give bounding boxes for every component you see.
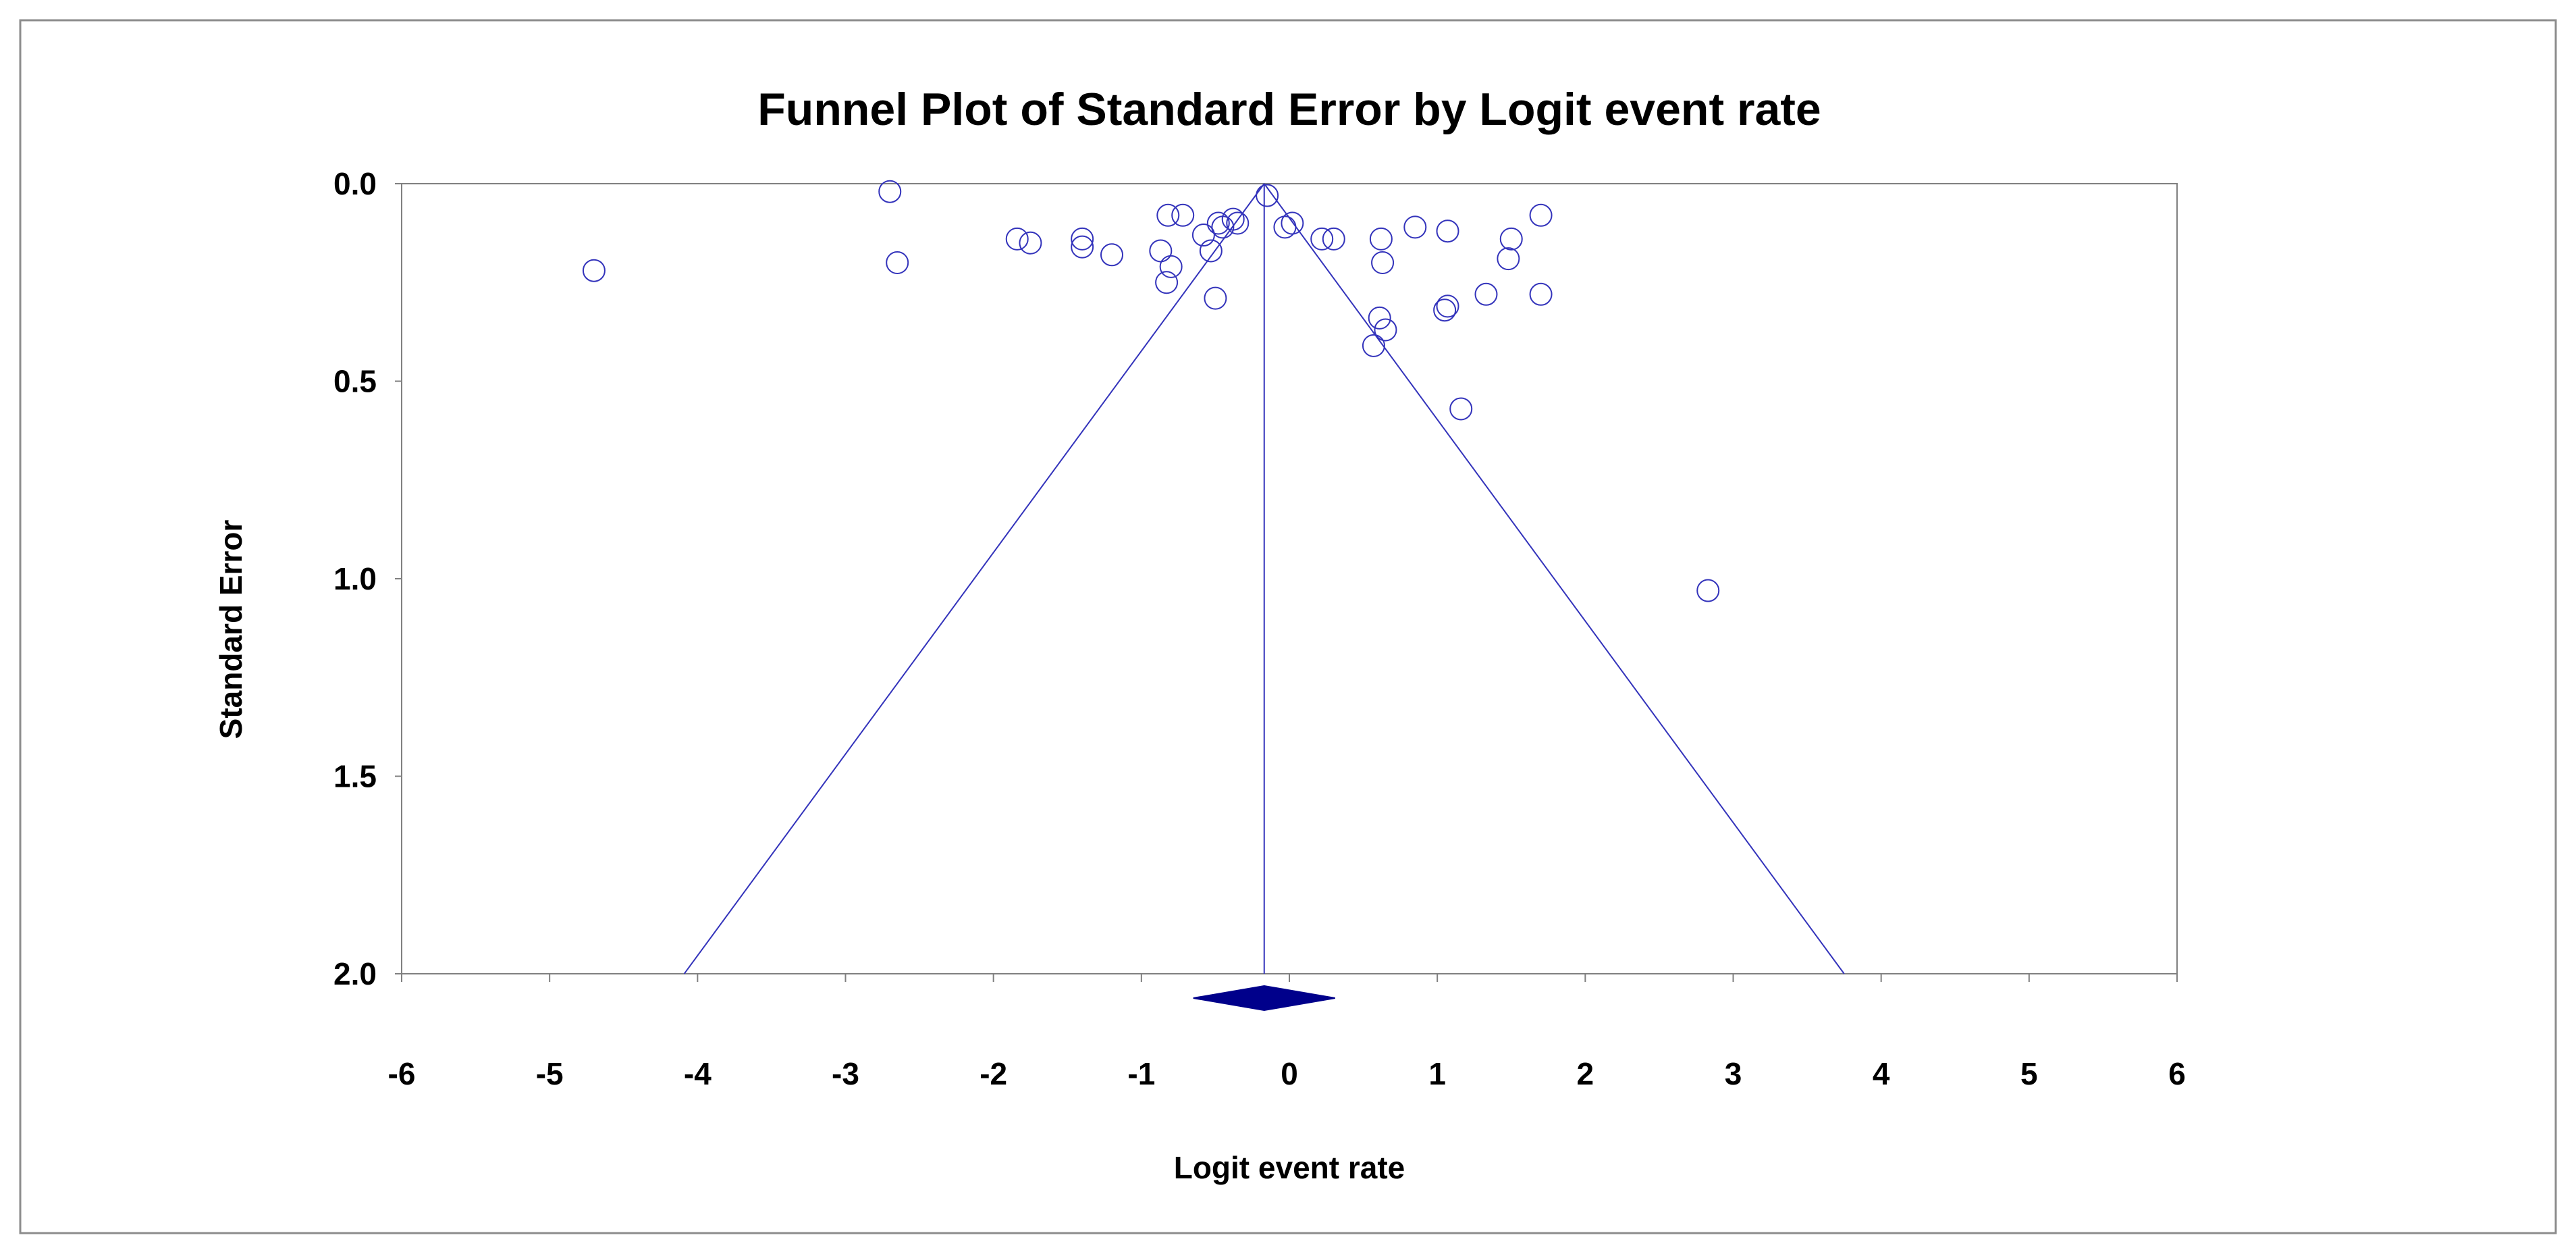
study-point bbox=[1149, 239, 1173, 263]
study-point bbox=[1071, 227, 1094, 251]
x-tick-label: -5 bbox=[536, 1056, 564, 1091]
x-tick-label: 6 bbox=[2168, 1056, 2186, 1091]
study-point bbox=[1433, 298, 1457, 322]
study-point bbox=[1071, 235, 1094, 259]
study-point bbox=[1171, 203, 1195, 227]
y-tick-label: 1.0 bbox=[333, 561, 377, 596]
study-point bbox=[1529, 203, 1553, 227]
study-point bbox=[1310, 227, 1334, 251]
summary-diamond-shape bbox=[1193, 985, 1335, 1012]
study-point bbox=[1371, 251, 1395, 274]
study-point bbox=[1362, 334, 1385, 357]
y-tick-label: 0.5 bbox=[333, 364, 377, 399]
study-point bbox=[1474, 282, 1498, 306]
study-point bbox=[1273, 215, 1297, 239]
study-point bbox=[1436, 219, 1459, 243]
study-point bbox=[1696, 579, 1720, 602]
study-point bbox=[886, 251, 909, 274]
study-point bbox=[1529, 282, 1553, 306]
outer-frame bbox=[19, 19, 2557, 1234]
x-axis-label: Logit event rate bbox=[1174, 1150, 1405, 1185]
x-tick-label: -3 bbox=[832, 1056, 859, 1091]
x-tick-label: 0 bbox=[1281, 1056, 1298, 1091]
x-tick-label: -6 bbox=[388, 1056, 416, 1091]
y-tick-label: 0.0 bbox=[333, 166, 377, 201]
chart-title: Funnel Plot of Standard Error by Logit e… bbox=[757, 84, 1821, 135]
study-point bbox=[1322, 227, 1345, 251]
study-point bbox=[878, 180, 902, 203]
x-axis: -6 -5 -4 -3 -2 -1 0 1 2 3 4 5 6 bbox=[388, 974, 2186, 1091]
x-tick-label: -4 bbox=[684, 1056, 712, 1091]
study-point bbox=[582, 259, 606, 282]
y-axis: 0.0 0.5 1.0 1.5 2.0 bbox=[333, 166, 402, 991]
study-point bbox=[1499, 227, 1523, 251]
study-point bbox=[1497, 247, 1520, 271]
x-tick-label: -1 bbox=[1127, 1056, 1155, 1091]
y-tick-label: 1.5 bbox=[333, 759, 377, 794]
study-point bbox=[1403, 215, 1427, 239]
x-tick-label: 1 bbox=[1428, 1056, 1446, 1091]
study-point bbox=[1449, 397, 1473, 421]
x-tick-label: 2 bbox=[1577, 1056, 1594, 1091]
study-point bbox=[1204, 286, 1227, 310]
data-points bbox=[582, 180, 1720, 602]
study-point bbox=[1199, 239, 1223, 263]
study-point bbox=[1281, 211, 1304, 235]
x-tick-label: -2 bbox=[980, 1056, 1007, 1091]
study-point bbox=[1191, 224, 1215, 247]
study-point bbox=[1100, 243, 1123, 267]
summary-diamond bbox=[1193, 985, 1335, 1012]
study-point bbox=[1436, 294, 1459, 318]
study-point bbox=[1221, 207, 1245, 231]
y-axis-label: Standard Error bbox=[213, 520, 248, 739]
study-point bbox=[1256, 184, 1279, 207]
x-tick-label: 5 bbox=[2020, 1056, 2038, 1091]
study-point bbox=[1206, 211, 1230, 235]
y-tick-label: 2.0 bbox=[333, 956, 377, 991]
study-point bbox=[1019, 231, 1042, 255]
study-point bbox=[1368, 306, 1391, 330]
study-point bbox=[1226, 211, 1250, 235]
x-tick-label: 3 bbox=[1725, 1056, 1742, 1091]
study-point bbox=[1155, 271, 1179, 294]
funnel-left-limit bbox=[683, 183, 1265, 974]
study-point bbox=[1005, 227, 1029, 251]
study-point bbox=[1159, 255, 1183, 278]
funnel-lines bbox=[683, 183, 1845, 974]
study-point bbox=[1156, 203, 1180, 227]
study-point bbox=[1369, 227, 1393, 251]
funnel-right-limit bbox=[1263, 183, 1845, 974]
x-tick-label: 4 bbox=[1873, 1056, 1890, 1091]
study-point bbox=[1374, 318, 1397, 342]
